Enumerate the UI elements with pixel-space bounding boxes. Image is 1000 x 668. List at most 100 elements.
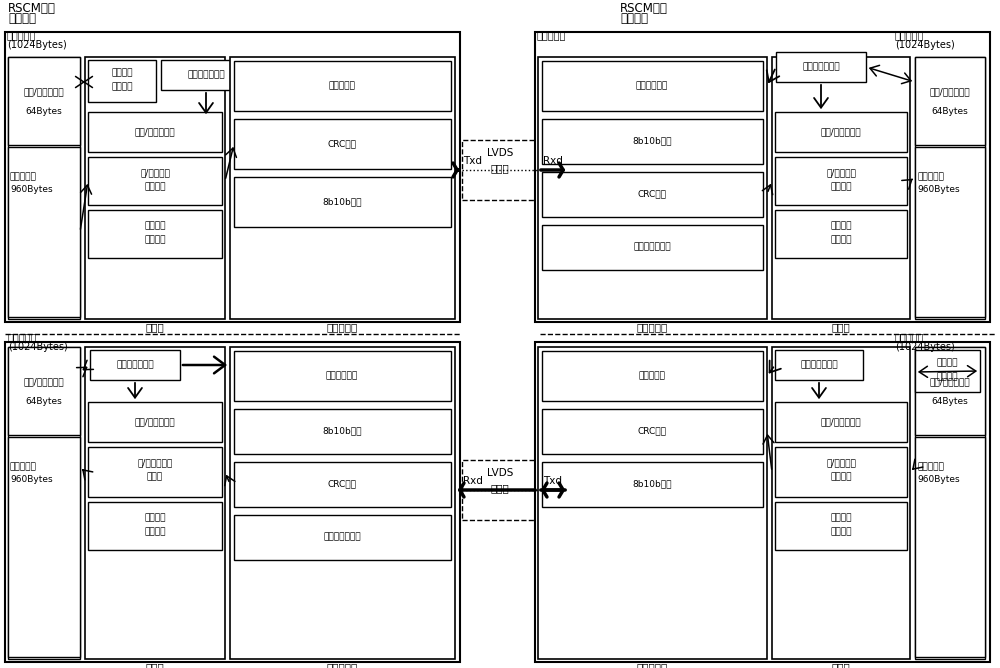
Text: 保存数据至缓存: 保存数据至缓存	[633, 242, 671, 251]
Text: Rxd: Rxd	[463, 476, 483, 486]
Text: 目的/源地址管理: 目的/源地址管理	[821, 418, 861, 426]
Bar	[542, 462, 763, 507]
Bar	[8, 347, 80, 659]
Text: 8b10b编码: 8b10b编码	[322, 198, 362, 206]
Text: 64Bytes: 64Bytes	[932, 108, 968, 116]
Bar	[234, 119, 451, 169]
Bar	[8, 347, 80, 435]
Text: CRC校验: CRC校验	[638, 426, 666, 436]
Bar	[915, 347, 985, 659]
Text: 数据保存: 数据保存	[830, 182, 852, 192]
Text: 命令解析: 命令解析	[936, 359, 958, 367]
Text: 帧格式形成: 帧格式形成	[329, 81, 355, 90]
Bar	[88, 447, 222, 497]
Bar	[915, 57, 985, 145]
Bar	[775, 350, 863, 380]
Bar	[542, 225, 763, 270]
Text: RSCM模块: RSCM模块	[620, 1, 668, 15]
Text: CRC校验: CRC校验	[328, 480, 356, 488]
Bar	[234, 409, 451, 454]
Text: 命令解析: 命令解析	[111, 69, 133, 77]
Text: RSCM模块: RSCM模块	[8, 1, 56, 15]
Bar	[535, 32, 990, 322]
Bar	[88, 402, 222, 442]
Text: 命令/状态寄存器: 命令/状态寄存器	[930, 377, 970, 387]
Text: 发送内存区: 发送内存区	[7, 30, 36, 40]
Text: CRC校验: CRC校验	[328, 140, 356, 148]
Text: 或光纤: 或光纤	[491, 163, 509, 173]
Bar	[775, 157, 907, 205]
Text: 目的/源地址管理: 目的/源地址管理	[135, 128, 175, 136]
Text: 64Bytes: 64Bytes	[26, 108, 62, 116]
Bar	[8, 57, 80, 145]
Text: 目的/源地址检查: 目的/源地址检查	[821, 128, 861, 136]
Bar	[775, 112, 907, 152]
Bar	[775, 502, 907, 550]
Text: 低/高优先级数: 低/高优先级数	[137, 458, 173, 468]
Text: 低/高优先级: 低/高优先级	[826, 168, 856, 178]
Bar	[775, 447, 907, 497]
Text: 命令/状态寄存器: 命令/状态寄存器	[24, 88, 64, 96]
Text: 960Bytes: 960Bytes	[10, 474, 53, 484]
Bar	[230, 57, 455, 319]
Text: 64Bytes: 64Bytes	[932, 397, 968, 407]
Bar	[462, 460, 538, 520]
Text: 命令/状态寄存器: 命令/状态寄存器	[930, 88, 970, 96]
Text: 960Bytes: 960Bytes	[917, 474, 960, 484]
Bar	[538, 347, 767, 659]
Text: 数据内存: 数据内存	[144, 514, 166, 522]
Text: 传输层: 传输层	[832, 322, 850, 332]
Bar	[462, 140, 538, 200]
Text: (1024Bytes): (1024Bytes)	[8, 342, 68, 352]
Text: 接收内存区: 接收内存区	[8, 332, 37, 342]
Bar	[234, 61, 451, 111]
Text: 传输层: 传输层	[832, 662, 850, 668]
Text: Rxd: Rxd	[543, 156, 563, 166]
Bar	[88, 60, 156, 102]
Text: 低/高优先级: 低/高优先级	[140, 168, 170, 178]
Bar	[234, 351, 451, 401]
Text: 数据链路层: 数据链路层	[636, 662, 668, 668]
Text: 数据内存: 数据内存	[144, 222, 166, 230]
Text: (1024Bytes): (1024Bytes)	[895, 40, 955, 50]
Bar	[88, 112, 222, 152]
Text: 8b10b编码: 8b10b编码	[322, 426, 362, 436]
Text: 数据链路层: 数据链路层	[636, 322, 668, 332]
Text: 数据时钟恢复: 数据时钟恢复	[636, 81, 668, 90]
Bar	[88, 502, 222, 550]
Bar	[775, 210, 907, 258]
Text: 传输层: 传输层	[146, 662, 164, 668]
Text: 数据链路层: 数据链路层	[326, 662, 358, 668]
Bar	[915, 437, 985, 657]
Bar	[535, 342, 990, 662]
Text: Txd: Txd	[543, 476, 562, 486]
Text: CRC校验: CRC校验	[638, 190, 666, 198]
Bar	[5, 32, 460, 322]
Text: 接收内存区: 接收内存区	[537, 30, 566, 40]
Text: Txd: Txd	[463, 156, 482, 166]
Bar	[230, 347, 455, 659]
Bar	[8, 57, 80, 319]
Bar	[772, 347, 910, 659]
Bar	[85, 57, 225, 319]
Bar	[234, 177, 451, 227]
Bar	[90, 350, 180, 380]
Text: 发送控制状态机: 发送控制状态机	[800, 361, 838, 369]
Text: 8b10b编码: 8b10b编码	[632, 136, 672, 146]
Text: 帧格式形成: 帧格式形成	[639, 371, 665, 381]
Text: 状态保存: 状态保存	[936, 373, 958, 381]
Text: LVDS: LVDS	[487, 468, 513, 478]
Text: 960Bytes: 960Bytes	[10, 184, 53, 194]
Text: 发送内存区: 发送内存区	[895, 332, 924, 342]
Text: 据保存: 据保存	[147, 472, 163, 482]
Bar	[542, 61, 763, 111]
Text: 地址映射: 地址映射	[144, 236, 166, 244]
Text: 接收控制状态机: 接收控制状态机	[802, 63, 840, 71]
Text: 低/高优先级: 低/高优先级	[826, 458, 856, 468]
Text: 通信本侧: 通信本侧	[8, 13, 36, 25]
Bar	[234, 462, 451, 507]
Text: 数据内存: 数据内存	[830, 514, 852, 522]
Bar	[542, 172, 763, 217]
Bar	[161, 60, 251, 90]
Text: 接收数据区: 接收数据区	[10, 462, 37, 472]
